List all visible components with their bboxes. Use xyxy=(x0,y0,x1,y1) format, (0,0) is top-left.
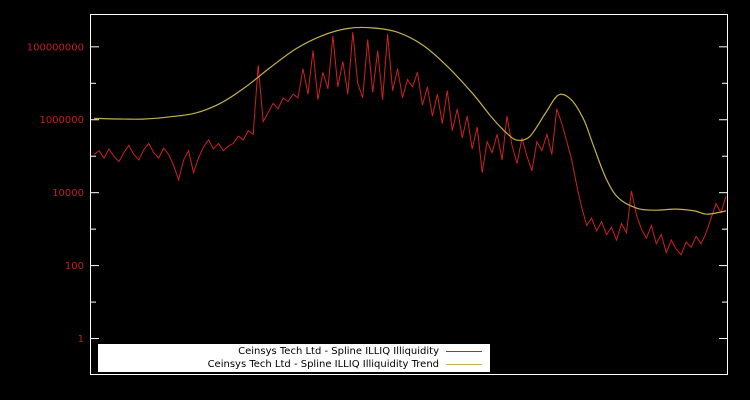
legend-item-trend: Ceinsys Tech Ltd - Spline ILLIQ Illiquid… xyxy=(98,358,490,371)
legend-label-trend: Ceinsys Tech Ltd - Spline ILLIQ Illiquid… xyxy=(207,359,439,370)
legend-item-illiq: Ceinsys Tech Ltd - Spline ILLIQ Illiquid… xyxy=(98,345,490,358)
plot-border xyxy=(90,14,728,375)
legend-swatch-trend xyxy=(446,364,482,365)
y-tick-label: 100 xyxy=(65,261,84,272)
legend: Ceinsys Tech Ltd - Spline ILLIQ Illiquid… xyxy=(98,344,490,372)
trend-series-line xyxy=(93,26,727,215)
illiq-series-line xyxy=(93,32,727,256)
y-tick-label: 10000 xyxy=(52,188,84,199)
y-tick-label: 1000000 xyxy=(39,115,84,126)
y-tick-label: 1 xyxy=(78,334,84,345)
legend-swatch-illiq xyxy=(446,351,482,352)
y-tick-label: 100000000 xyxy=(27,42,84,53)
legend-label-illiq: Ceinsys Tech Ltd - Spline ILLIQ Illiquid… xyxy=(238,346,439,357)
